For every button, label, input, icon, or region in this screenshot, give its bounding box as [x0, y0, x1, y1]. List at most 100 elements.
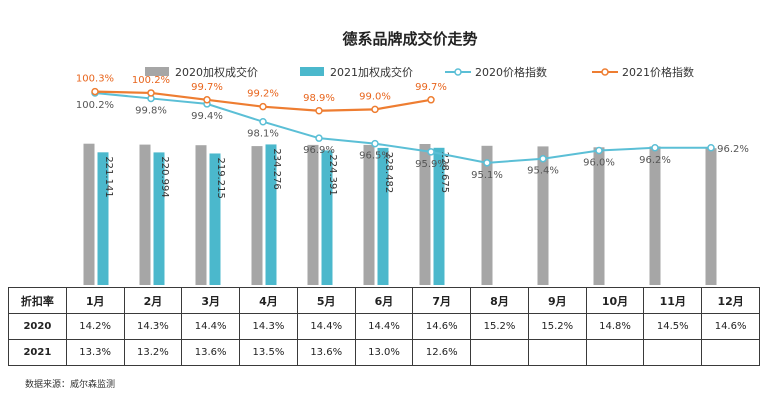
bar-2020 [537, 146, 549, 285]
bar-2021 [433, 147, 445, 285]
table-cell [701, 339, 760, 366]
label-2020-index: 96.9% [303, 145, 335, 156]
label-2021-index: 100.3% [76, 74, 114, 85]
chart-legend: 2020加权成交价 2021加权成交价 2020价格指数 2021价格指数 [145, 65, 694, 79]
label-2021-index: 99.2% [247, 89, 279, 100]
table-cell: 13.5% [239, 339, 298, 366]
legend-swatch [300, 67, 324, 76]
label-2020-index: 96.0% [583, 158, 615, 169]
point-2020-index [259, 117, 267, 126]
point-2020-index [539, 154, 547, 163]
bar-2020 [251, 146, 263, 285]
label-2021-index: 98.9% [303, 93, 335, 104]
point-2021-index [315, 107, 323, 115]
bar-2020 [139, 144, 151, 285]
table-cell: 14.6% [412, 313, 472, 340]
bar-2021-label: 219.215 [215, 157, 226, 198]
table-cell: 14.4% [181, 313, 241, 340]
table-cell: 13.2% [123, 339, 183, 366]
legend-entry: 2020价格指数 [475, 65, 547, 79]
table-cell: 14.4% [296, 313, 356, 340]
table-cell: 13.3% [65, 339, 125, 366]
bar-2021-label: 228.675 [439, 152, 450, 193]
point-2020-index [427, 148, 435, 156]
table-cell: 14.3% [239, 313, 298, 340]
table-cell [585, 339, 645, 366]
table-cell: 14.4% [354, 313, 414, 340]
point-2021-index [147, 89, 155, 97]
bar-2020 [363, 144, 375, 285]
point-2021-index [371, 105, 379, 114]
bar-2021-label: 220.994 [159, 156, 170, 197]
table-cell: 15.2% [470, 313, 529, 340]
bar-2021-label: 228.482 [383, 152, 394, 193]
legend-entry: 2021加权成交价 [330, 65, 413, 79]
bar-2020 [83, 143, 95, 285]
table-cell: 15.2% [527, 313, 587, 340]
label-2021-index: 99.7% [191, 82, 223, 93]
table-header-cell: 6月 [354, 287, 414, 314]
legend-entry: 2021价格指数 [622, 65, 694, 79]
point-2021-index [203, 96, 211, 104]
table-header-cell: 10月 [585, 287, 645, 314]
table-header-cell: 5月 [296, 287, 356, 314]
line-2020-index [94, 91, 711, 164]
label-2021-index: 99.7% [415, 82, 447, 93]
bar-2020 [593, 147, 605, 285]
legend-marker [601, 68, 609, 76]
label-2020-index: 100.2% [76, 100, 114, 111]
chart-title: 德系品牌成交价走势 [342, 30, 477, 48]
table-header-cell: 9月 [527, 287, 587, 314]
table-cell [470, 339, 529, 366]
table-cell: 2021 [8, 339, 67, 366]
bar-2021-label: 221.141 [103, 156, 114, 197]
table-cell [643, 339, 703, 366]
table-header-cell: 1月 [65, 287, 125, 314]
line-series: 100.2% 99.8% 99.4% 98.1% 96.9% 96.5% 95.9% 95.1… [76, 74, 749, 181]
bar-2021 [377, 147, 389, 285]
label-2020-index: 96.2% [717, 144, 749, 155]
price-trend-chart: 德系品牌成交价走势 2020加权成交价 2021加权成交价 2020价格指数 2021… [76, 30, 749, 285]
table-cell: 13.0% [354, 339, 414, 366]
point-2020-index [371, 139, 379, 148]
label-2020-index: 98.1% [247, 129, 279, 140]
table-cell: 14.5% [643, 313, 703, 340]
label-2020-index: 95.9% [415, 159, 447, 170]
point-2020-index [651, 144, 659, 152]
bar-2021-label: 234.276 [271, 148, 282, 189]
bar-2021 [265, 144, 277, 285]
table-header-cell: 2月 [123, 287, 183, 314]
bar-2020 [307, 144, 319, 285]
label-2020-index: 95.4% [527, 166, 559, 177]
point-2021-index [427, 96, 435, 104]
table-cell: 14.6% [701, 313, 760, 340]
point-2020-index [315, 134, 323, 142]
table-header-cell: 8月 [470, 287, 529, 314]
legend-marker [454, 68, 462, 76]
label-2020-index: 96.5% [359, 151, 391, 162]
table-cell: 13.6% [181, 339, 241, 366]
bar-2020 [705, 148, 717, 285]
bar-2020 [481, 145, 493, 285]
table-cell: 12.6% [412, 339, 472, 366]
bar-2020 [195, 145, 207, 285]
bar-series: 221.141 220.994 219.215 234.276 224.391 228.4… [83, 143, 717, 285]
label-2021-index: 99.0% [359, 91, 391, 102]
table-header-row: 折扣率 1月 2月 3月 4月 5月 6月 7月 8月 9月 10月 11月 12月 [8, 287, 760, 314]
point-2020-index [483, 159, 491, 167]
label-2020-index: 96.2% [639, 155, 671, 166]
label-2020-index: 99.4% [191, 111, 223, 122]
table-cell: 14.8% [585, 313, 645, 340]
point-2021-index [91, 87, 99, 96]
table-row: 2021 13.3% 13.2% 13.6% 13.5% 13.6% 13.0% 12.6% [8, 339, 760, 366]
bar-2021 [97, 152, 109, 285]
bar-2021 [153, 152, 165, 285]
label-2021-index: 100.2% [132, 75, 170, 86]
data-source-note: 数据来源：威尔森监测 [25, 380, 116, 390]
table-header-cell: 4月 [239, 287, 298, 314]
label-2020-index: 95.1% [471, 170, 503, 181]
table-cell: 13.6% [296, 339, 356, 366]
bar-2021-label: 224.391 [327, 154, 338, 195]
table-header-cell: 12月 [701, 287, 760, 314]
point-2020-index [707, 144, 715, 152]
